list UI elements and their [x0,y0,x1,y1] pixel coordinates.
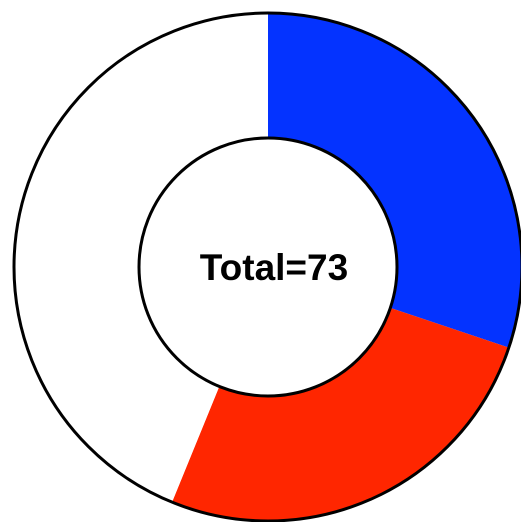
donut-slice-2 [172,307,509,521]
donut-slice-1 [268,13,521,348]
center-total-label: Total=73 [200,247,348,288]
donut-outer-outline [12,11,521,522]
donut-inner-hole [137,136,399,398]
